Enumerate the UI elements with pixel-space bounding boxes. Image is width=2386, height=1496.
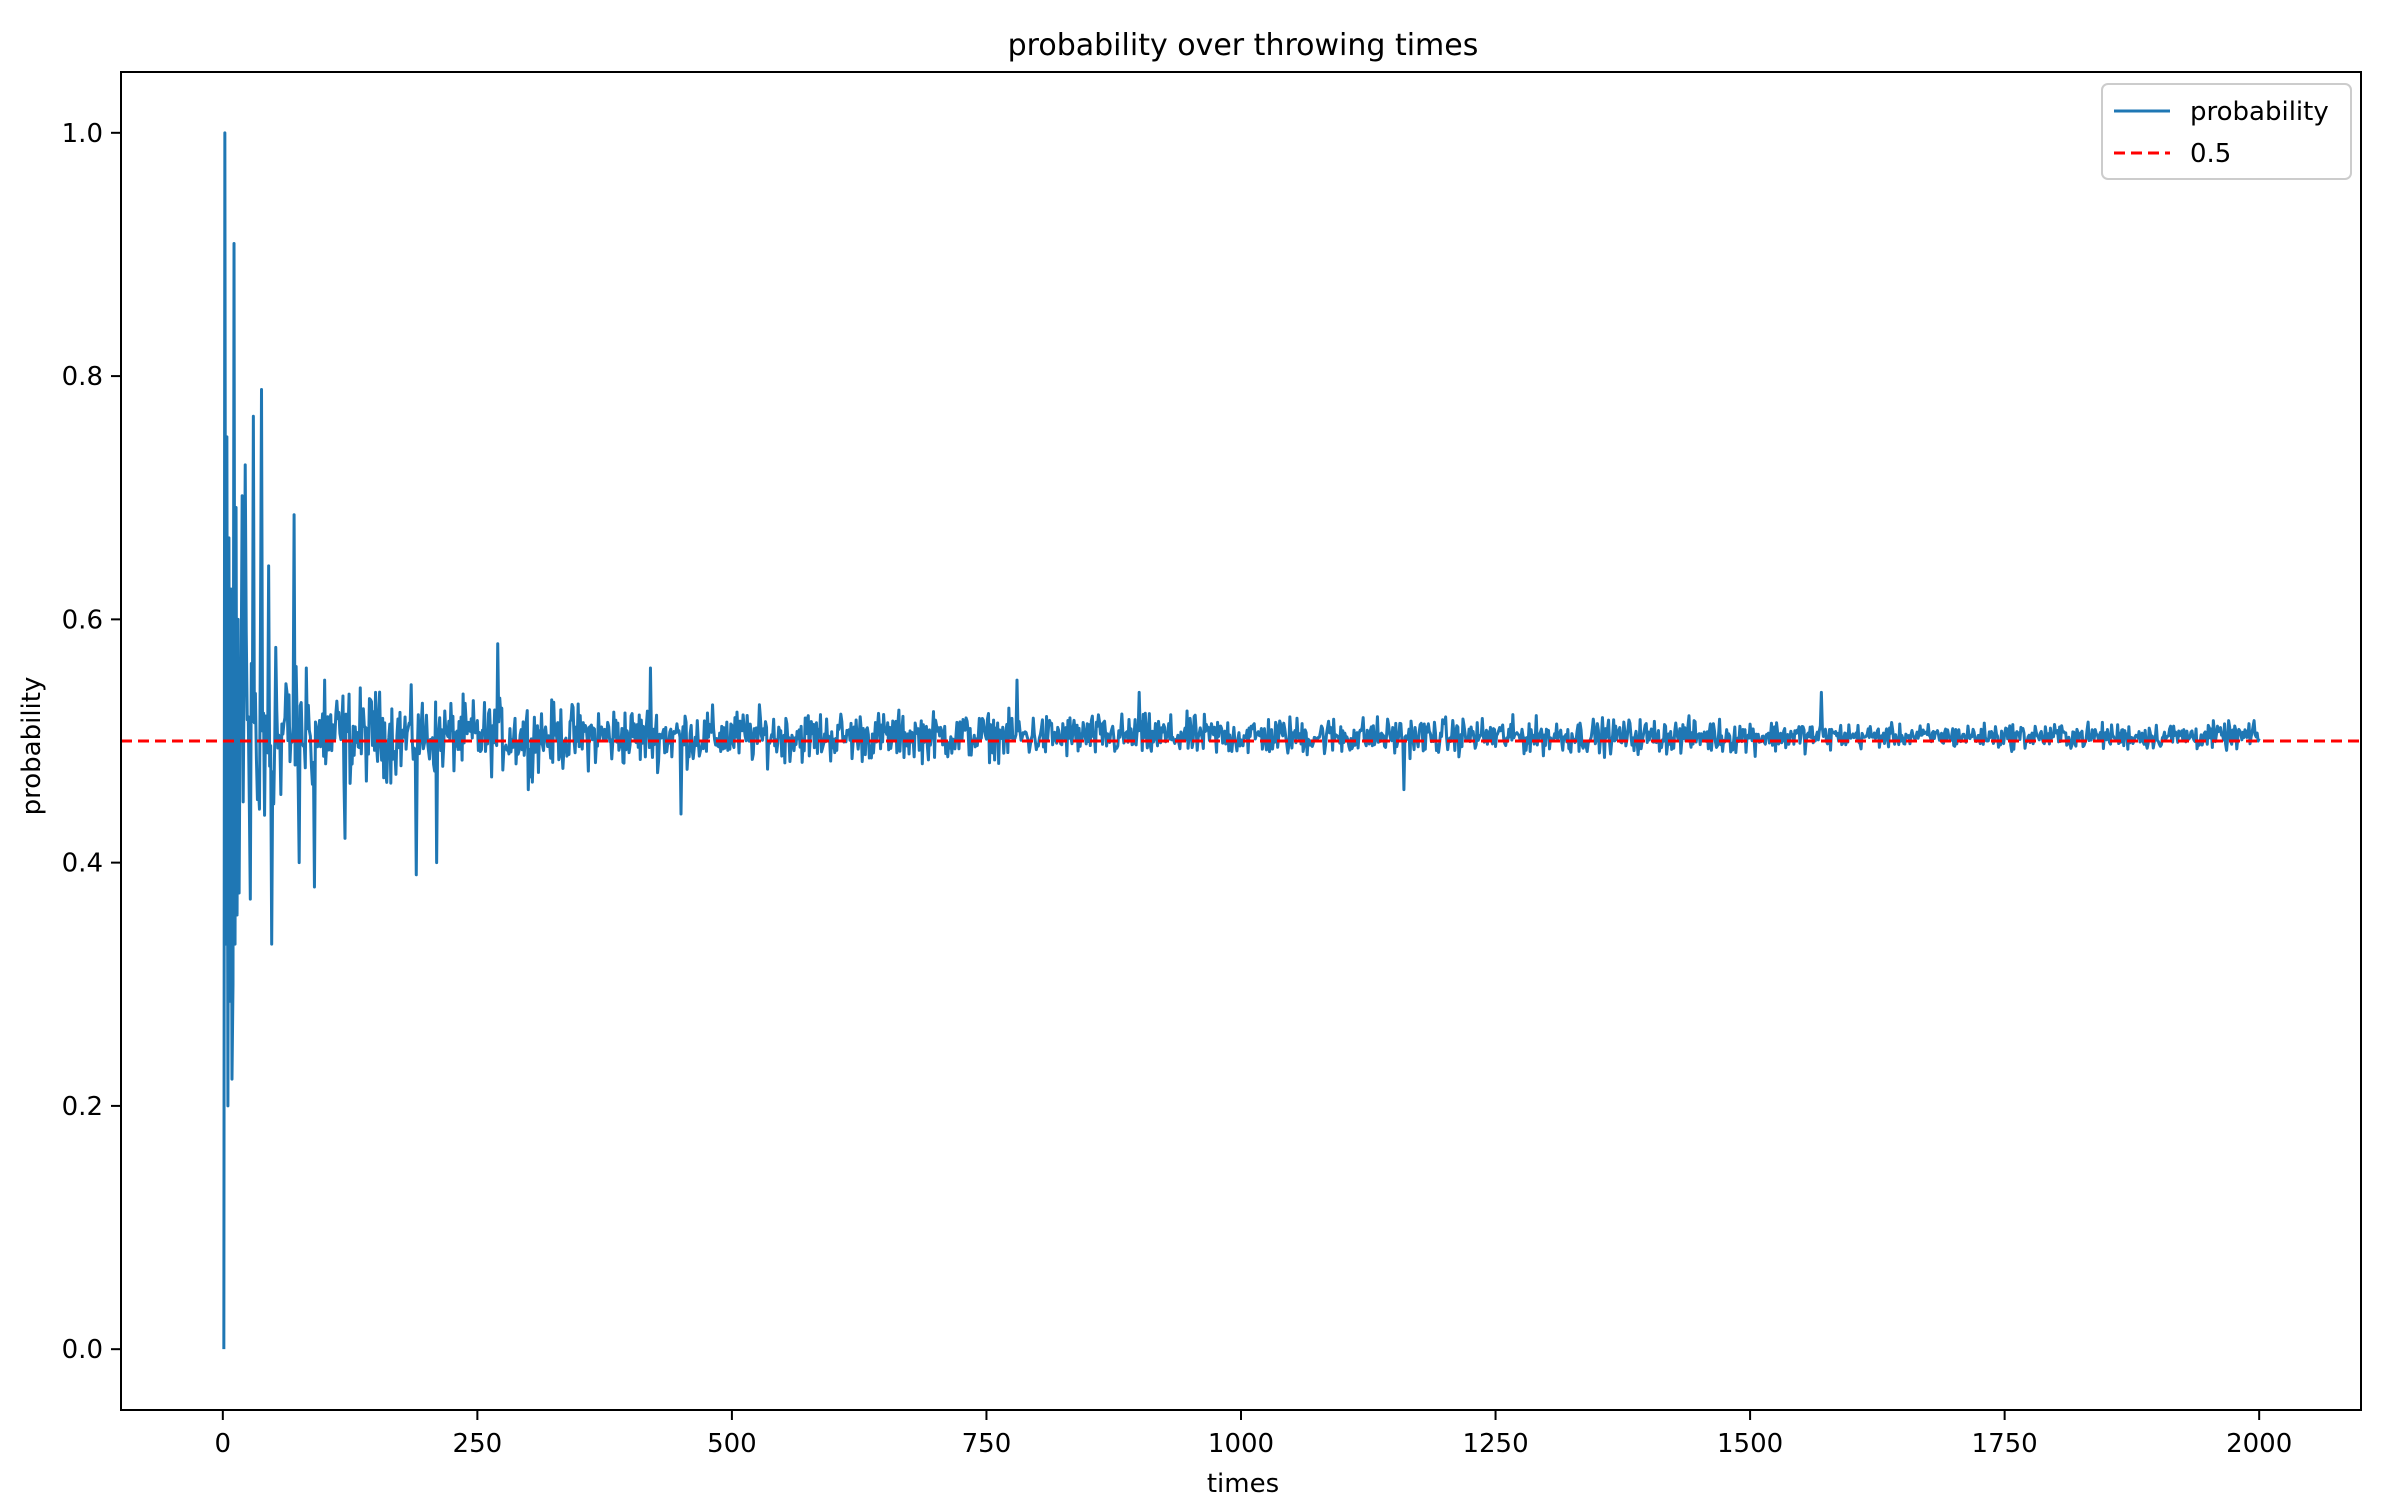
- y-tick-label: 0.2: [62, 1092, 103, 1122]
- y-tick-label: 0.8: [62, 362, 103, 392]
- chart-title: probability over throwing times: [1008, 28, 1479, 63]
- y-axis-label: probability: [17, 677, 47, 816]
- x-tick-label: 1500: [1717, 1429, 1783, 1459]
- probability-series-line: [222, 131, 2261, 1350]
- y-tick-label: 1.0: [62, 119, 103, 149]
- x-tick-label: 1750: [1972, 1429, 2038, 1459]
- x-tick-label: 250: [453, 1429, 503, 1459]
- legend-probability-label: probability: [2190, 97, 2329, 127]
- x-tick-label: 500: [707, 1429, 757, 1459]
- x-axis-label: times: [1207, 1469, 1279, 1496]
- legend-box: [2101, 83, 2352, 180]
- legend-reference-label: 0.5: [2190, 139, 2231, 169]
- x-tick-label: 0: [215, 1429, 232, 1459]
- y-tick-label: 0.6: [62, 605, 103, 635]
- legend: probability 0.5: [2101, 83, 2352, 180]
- x-tick-label: 750: [962, 1429, 1012, 1459]
- y-tick-label: 0.0: [62, 1335, 103, 1365]
- axis-ticks: 0 250 500 750 1000 1250 1500 1750 2000 0.0 0.2 0.4 0…: [62, 119, 2293, 1459]
- y-tick-label: 0.4: [62, 849, 103, 879]
- x-tick-label: 1250: [1462, 1429, 1528, 1459]
- x-tick-label: 1000: [1208, 1429, 1274, 1459]
- x-tick-label: 2000: [2226, 1429, 2292, 1459]
- plot-area: [121, 131, 2361, 1350]
